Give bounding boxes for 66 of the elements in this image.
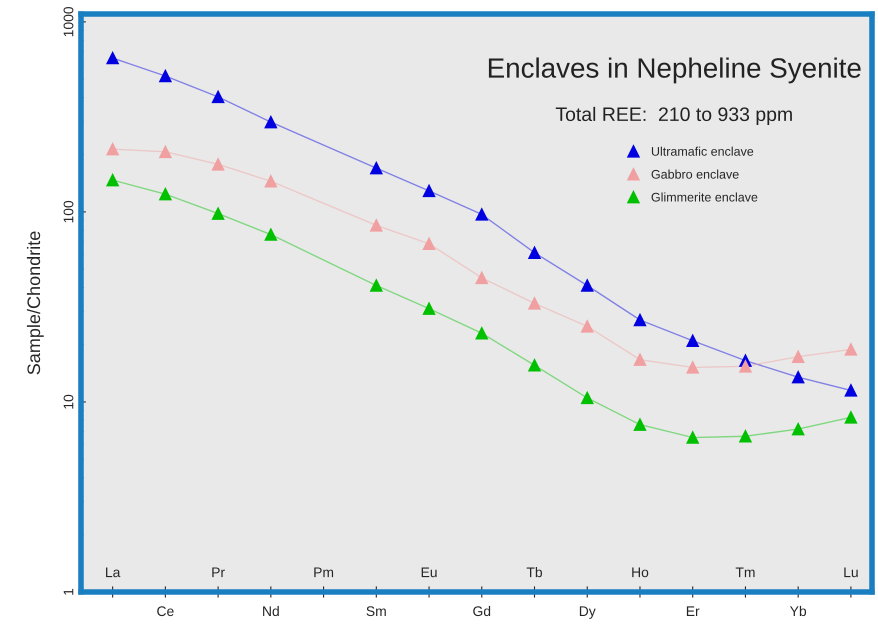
point [422, 184, 436, 198]
x-tick-label: Tm [736, 568, 755, 578]
point [580, 320, 594, 333]
point [264, 116, 278, 128]
x-tick-label: Tb [526, 567, 542, 578]
x-tick-label: Gd [473, 606, 490, 616]
point [264, 228, 278, 241]
x-tick-label: La [106, 568, 120, 578]
x-tick-label: Pm [314, 568, 334, 578]
y-tick-label: 1 [64, 588, 74, 595]
legend-label: Ultramafic enclave [652, 146, 754, 156]
point [422, 237, 436, 250]
y-axis-title: Sample/Chondrite [26, 232, 44, 374]
point [476, 272, 488, 284]
point [844, 343, 858, 356]
legend-label: Glimmerite enclave [652, 192, 758, 202]
x-tick-label: Ho [632, 568, 648, 578]
x-tick-label: Er [686, 606, 700, 616]
point [106, 52, 119, 64]
x-tick-label: Ce [157, 606, 174, 616]
point [264, 174, 278, 188]
point [792, 350, 804, 363]
point [159, 70, 172, 82]
point [528, 297, 541, 310]
point [370, 162, 383, 174]
point [580, 279, 594, 292]
point [422, 302, 436, 315]
point [634, 353, 646, 366]
point [528, 359, 541, 372]
point [476, 326, 488, 340]
text: Total REE: 210 to 933 ppm [556, 106, 792, 125]
x-tick-label: Yb [790, 606, 806, 616]
legend-label: Gabbro enclave [652, 170, 739, 179]
point [686, 334, 699, 347]
point [106, 142, 119, 156]
point [844, 384, 858, 397]
point [792, 370, 804, 384]
x-tick-label: Sm [366, 606, 386, 616]
x-tick-label: Nd [263, 606, 279, 616]
point [212, 158, 224, 171]
point [686, 361, 699, 374]
text: Enclaves in Nepheline Syenite [488, 57, 861, 84]
point [792, 422, 804, 436]
y-tick-label: 1000 [64, 6, 74, 36]
point [159, 188, 172, 200]
y-tick-label: 10 [64, 394, 74, 409]
point [106, 174, 119, 186]
x-tick-label: Dy [580, 606, 596, 619]
point [739, 430, 752, 442]
x-tick-label: Pr [212, 568, 225, 578]
y-tick-label: 100 [64, 200, 74, 222]
point [528, 246, 541, 259]
point [634, 418, 646, 431]
point [370, 279, 383, 292]
point [686, 431, 699, 444]
point [476, 208, 488, 221]
point [159, 146, 172, 158]
point [370, 219, 383, 232]
x-tick-label: Eu [422, 568, 437, 578]
point [634, 314, 646, 326]
point [212, 207, 224, 220]
x-tick-label: Lu [844, 568, 858, 578]
point [844, 411, 858, 424]
point [580, 392, 594, 404]
point [212, 90, 224, 104]
point [739, 360, 752, 373]
